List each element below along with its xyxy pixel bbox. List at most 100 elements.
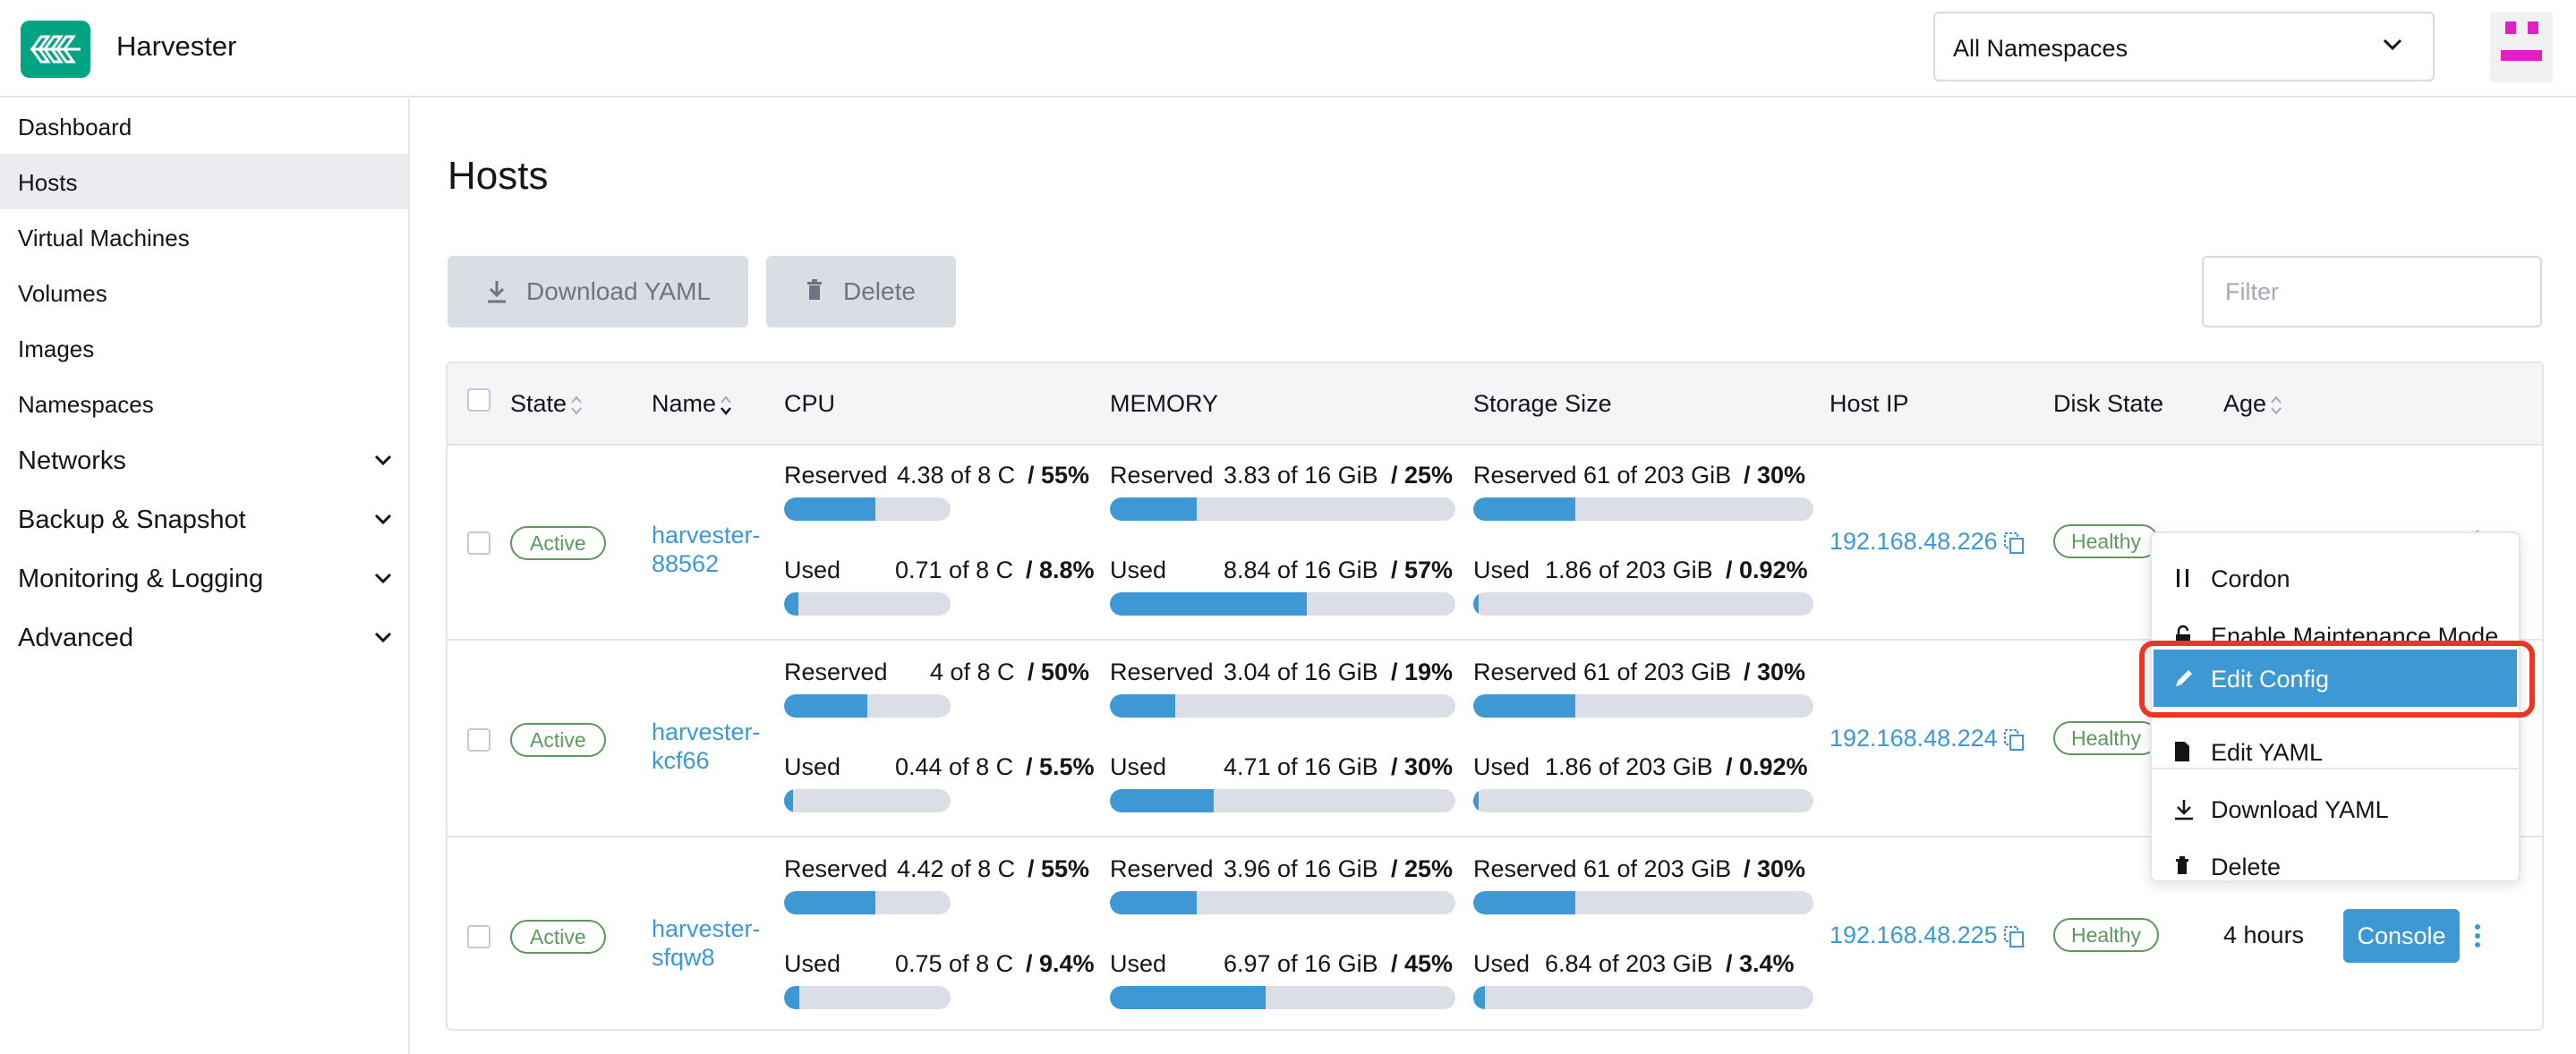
- metric-label: Used: [1110, 950, 1167, 977]
- sort-down-icon: [721, 395, 731, 415]
- cpu-used-bar: [784, 789, 951, 812]
- metric-percent: / 9.4%: [1026, 950, 1095, 977]
- sidebar-item-namespaces[interactable]: Namespaces: [18, 391, 154, 418]
- user-avatar[interactable]: [2490, 13, 2553, 82]
- menu-item-edit-yaml[interactable]: Edit YAML: [2152, 723, 2519, 780]
- metric-value: 0.44 of 8 C: [895, 753, 1014, 780]
- memory-reserved-bar: [1110, 891, 1455, 914]
- metric-percent: / 19%: [1391, 659, 1454, 685]
- column-name[interactable]: Name: [652, 390, 732, 418]
- metric-label: Used: [1473, 950, 1531, 977]
- host-ip-link[interactable]: 192.168.48.224: [1830, 725, 2025, 752]
- metric-value: 4 of 8 C: [930, 659, 1015, 685]
- metric-percent: / 50%: [1028, 659, 1090, 685]
- metric-label: Reserved: [1473, 462, 1577, 489]
- cpu-used-line: Used 0.71 of 8 C / 8.8%: [784, 557, 1095, 584]
- metric-percent: / 3.4%: [1726, 950, 1795, 977]
- host-ip-link[interactable]: 192.168.48.225: [1830, 922, 2025, 949]
- copy-icon[interactable]: [2003, 925, 2025, 948]
- pause-icon: [2177, 569, 2188, 587]
- metric-percent: / 55%: [1028, 855, 1090, 882]
- storage-used-bar: [1473, 789, 1813, 812]
- chevron-down-icon: [374, 573, 392, 583]
- memory-used-bar: [1110, 592, 1455, 616]
- metric-label: Reserved: [1110, 462, 1214, 489]
- memory-used-line: Used 4.71 of 16 GiB / 30%: [1110, 753, 1453, 781]
- sidebar-item-images[interactable]: Images: [18, 336, 95, 362]
- metric-percent: / 8.8%: [1026, 557, 1095, 583]
- sidebar-item-volumes[interactable]: Volumes: [18, 280, 107, 307]
- disk-state-badge: Healthy: [2053, 524, 2159, 558]
- metric-value: 3.96 of 16 GiB: [1224, 855, 1378, 882]
- trash-icon: [2176, 856, 2188, 874]
- metric-value: 61 of 203 GiB: [1583, 659, 1732, 685]
- console-button[interactable]: Console: [2343, 909, 2460, 963]
- cpu-used-bar: [784, 986, 951, 1009]
- menu-item-delete[interactable]: Delete: [2152, 837, 2519, 895]
- row-checkbox[interactable]: [467, 728, 490, 752]
- metric-value: 61 of 203 GiB: [1583, 462, 1732, 489]
- sidebar-group-backup-snapshot[interactable]: Backup & Snapshot: [0, 492, 408, 548]
- metric-value: 6.97 of 16 GiB: [1224, 950, 1378, 977]
- storage-used-bar: [1473, 592, 1813, 616]
- host-ip-link[interactable]: 192.168.48.226: [1830, 528, 2025, 556]
- host-name-link[interactable]: harvester-sfqw8: [652, 915, 761, 971]
- sort-icon: [2271, 395, 2282, 415]
- storage-used-bar: [1473, 986, 1813, 1009]
- filter-input[interactable]: [2202, 256, 2542, 327]
- column-cpu: CPU: [784, 390, 836, 417]
- host-name-link[interactable]: harvester-88562: [652, 522, 761, 577]
- metric-value: 4.38 of 8 C: [897, 462, 1016, 489]
- copy-icon[interactable]: [2003, 531, 2025, 555]
- host-name-link[interactable]: harvester-kcf66: [652, 718, 761, 774]
- row-checkbox[interactable]: [467, 531, 490, 555]
- sidebar-group-advanced[interactable]: Advanced: [0, 610, 408, 666]
- row-actions-button[interactable]: [2451, 909, 2504, 963]
- metric-label: Reserved: [784, 462, 888, 489]
- storage-used-line: Used 6.84 of 203 GiB / 3.4%: [1473, 950, 1795, 978]
- menu-item-cordon[interactable]: Cordon: [2152, 549, 2519, 607]
- select-all-checkbox[interactable]: [467, 388, 490, 412]
- column-age[interactable]: Age: [2223, 390, 2282, 418]
- copy-icon[interactable]: [2003, 728, 2025, 752]
- memory-reserved-line: Reserved 3.04 of 16 GiB / 19%: [1110, 659, 1453, 686]
- menu-divider: [2152, 768, 2519, 769]
- metric-label: Reserved: [784, 855, 888, 882]
- status-badge: Active: [510, 920, 606, 954]
- download-yaml-button[interactable]: Download YAML: [448, 256, 748, 327]
- cpu-used-bar: [784, 592, 951, 616]
- column-host-ip: Host IP: [1830, 390, 1909, 417]
- table-header: State Name CPU MEMORY Storage Size Host …: [448, 363, 2542, 446]
- cpu-reserved-bar: [784, 891, 951, 914]
- harvester-logo-icon[interactable]: [21, 21, 90, 78]
- sidebar-group-monitoring-logging[interactable]: Monitoring & Logging: [0, 551, 408, 607]
- memory-reserved-bar: [1110, 497, 1455, 521]
- metric-value: 3.04 of 16 GiB: [1224, 659, 1378, 685]
- metric-percent: / 30%: [1744, 855, 1806, 882]
- metric-percent: / 0.92%: [1726, 557, 1808, 583]
- metric-percent: / 30%: [1391, 753, 1454, 780]
- metric-label: Used: [1473, 557, 1531, 583]
- file-icon: [2175, 742, 2189, 761]
- sidebar-item-virtual-machines[interactable]: Virtual Machines: [18, 225, 190, 251]
- menu-item-edit-config[interactable]: Edit Config: [2154, 650, 2517, 707]
- metric-label: Reserved: [784, 659, 888, 685]
- sidebar-item-hosts[interactable]: Hosts: [0, 154, 408, 209]
- menu-item-download-yaml[interactable]: Download YAML: [2152, 780, 2519, 837]
- row-checkbox[interactable]: [467, 925, 490, 948]
- trash-icon: [807, 279, 822, 300]
- column-storage-size: Storage Size: [1473, 390, 1612, 417]
- column-memory: MEMORY: [1110, 390, 1219, 417]
- delete-button[interactable]: Delete: [766, 256, 956, 327]
- memory-reserved-line: Reserved 3.96 of 16 GiB / 25%: [1110, 855, 1453, 883]
- memory-used-bar: [1110, 789, 1455, 812]
- sidebar-item-dashboard[interactable]: Dashboard: [18, 114, 132, 140]
- metric-label: Reserved: [1110, 855, 1214, 882]
- column-state[interactable]: State: [510, 390, 583, 418]
- namespace-select[interactable]: All Namespaces: [1933, 12, 2435, 81]
- sidebar-group-networks[interactable]: Networks: [0, 433, 408, 489]
- disk-state-badge: Healthy: [2053, 918, 2159, 952]
- table-row: Active harvester-88562 Reserved 4.38 of …: [448, 446, 2542, 641]
- sort-icon: [571, 395, 582, 415]
- kebab-menu-icon: [2475, 924, 2480, 948]
